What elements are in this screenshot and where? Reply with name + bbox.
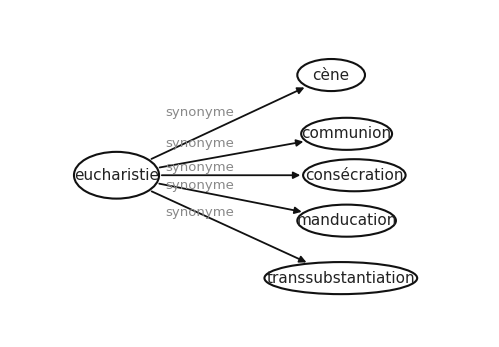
Text: cène: cène [312,68,350,83]
Text: synonyme: synonyme [165,206,234,219]
Text: eucharistie: eucharistie [74,168,159,183]
Text: communion: communion [301,126,392,141]
Text: synonyme: synonyme [165,179,234,192]
Text: manducation: manducation [296,213,397,228]
Text: transsubstantiation: transsubstantiation [266,271,415,286]
Text: consécration: consécration [305,168,404,183]
Text: synonyme: synonyme [165,106,234,119]
Text: synonyme: synonyme [165,137,234,150]
Text: synonyme: synonyme [165,161,234,174]
